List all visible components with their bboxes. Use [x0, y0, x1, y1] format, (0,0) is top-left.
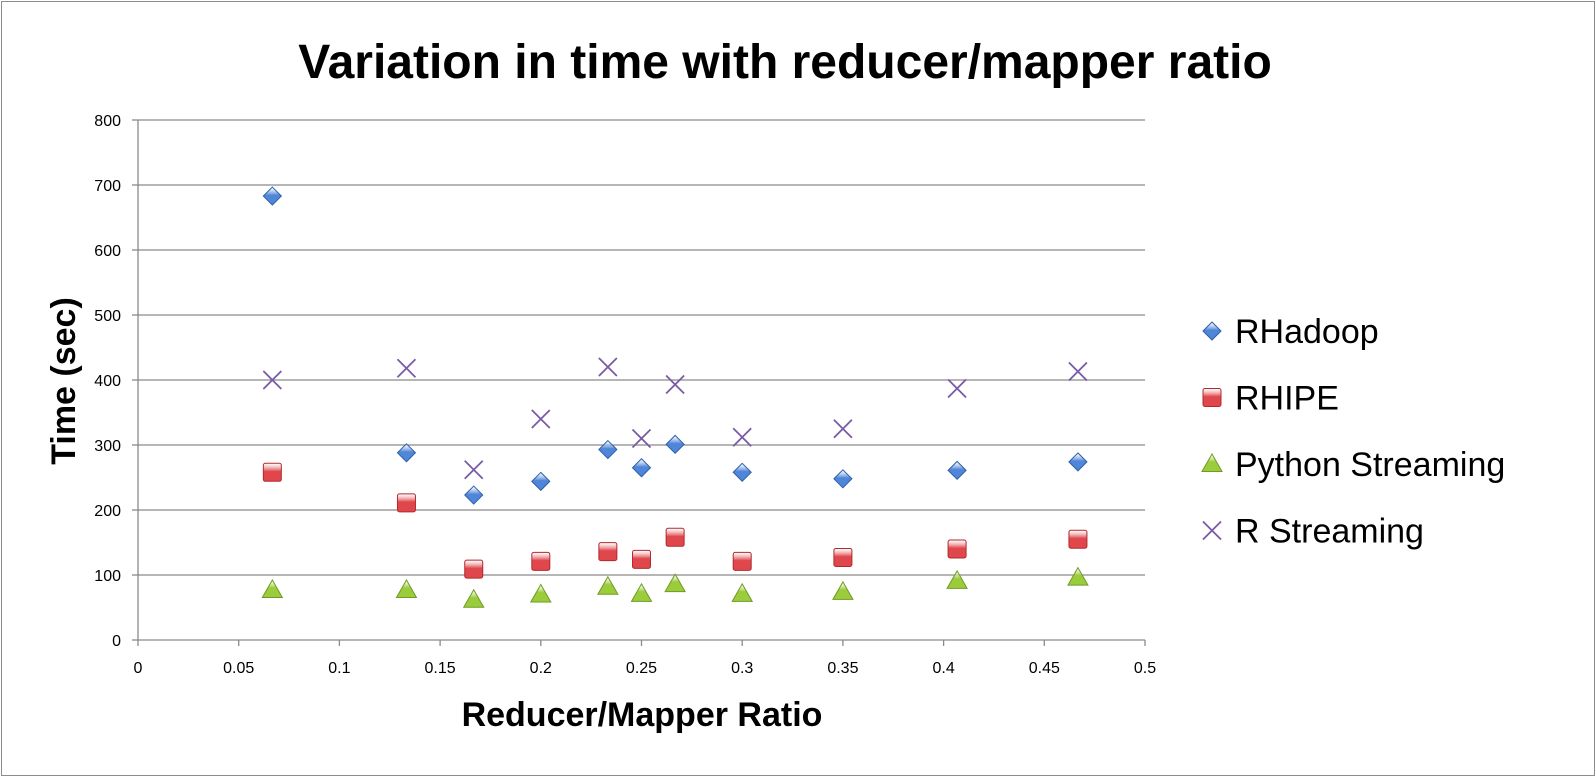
rhipe-point	[833, 547, 853, 567]
rhadoop-point	[464, 485, 484, 505]
r-streaming-point	[262, 370, 282, 390]
python-streaming-point	[261, 578, 284, 598]
rhadoop-point	[262, 186, 283, 206]
r-streaming-point	[833, 419, 853, 439]
rhadoop-point	[1068, 452, 1088, 472]
rhipe-point	[464, 559, 484, 579]
x-tick-label: 0.45	[1029, 660, 1060, 677]
y-tick-label: 0	[112, 633, 121, 650]
rhadoop-point	[833, 469, 853, 489]
rhadoop-point	[531, 471, 551, 492]
rhipe-point	[262, 462, 282, 482]
legend-label-rhipe: RHIPE	[1235, 380, 1339, 418]
legend: RHadoop RHIPE Python Streaming R Streaming	[1201, 313, 1505, 551]
x-tick-label: 0.25	[626, 660, 657, 677]
rhipe-point	[531, 551, 551, 571]
legend-label-rhadoop: RHadoop	[1235, 313, 1379, 351]
x-axis-ticks: 0 0.05 0.1 0.15 0.2 0.25 0.3 0.35 0.4 0.45 0.5	[134, 640, 1156, 677]
legend-marker-rhipe	[1202, 388, 1222, 407]
y-tick-label: 400	[94, 373, 121, 390]
x-tick-label: 0.2	[530, 660, 552, 677]
x-tick-label: 0.35	[827, 660, 858, 677]
r-streaming-point	[947, 378, 967, 399]
y-tick-label: 500	[94, 308, 121, 325]
r-streaming-point	[1068, 361, 1088, 382]
r-streaming-point	[396, 358, 417, 378]
rhipe-point	[396, 493, 416, 513]
python-streaming-point	[529, 583, 552, 603]
rhadoop-point	[598, 439, 618, 460]
y-tick-label: 200	[94, 503, 121, 520]
rhadoop-point	[631, 458, 652, 478]
python-streaming-point	[1067, 566, 1089, 586]
x-tick-label: 0.4	[932, 660, 954, 677]
r-streaming-point	[631, 428, 652, 449]
legend-label-python-streaming: Python Streaming	[1235, 446, 1505, 484]
rhipe-point	[947, 539, 967, 559]
x-tick-label: 0	[134, 660, 143, 677]
y-tick-label: 300	[94, 438, 121, 455]
rhipe-point	[665, 527, 685, 547]
rhipe-point	[598, 542, 618, 562]
legend-marker-r-streaming	[1202, 520, 1222, 541]
r-streaming-point	[665, 374, 685, 395]
x-tick-label: 0.15	[425, 660, 456, 677]
python-streaming-point	[731, 582, 754, 602]
r-streaming-point	[531, 409, 551, 429]
r-streaming-point	[732, 427, 752, 447]
y-tick-label: 100	[94, 568, 121, 585]
rhadoop-point	[732, 462, 752, 483]
rhipe-point	[632, 549, 651, 569]
rhadoop-point	[947, 460, 967, 481]
y-tick-label: 800	[94, 113, 121, 130]
python-streaming-point	[597, 575, 619, 595]
python-streaming-point	[664, 573, 686, 593]
x-axis-title: Reducer/Mapper Ratio	[462, 696, 823, 734]
data-points	[261, 186, 1089, 608]
x-tick-label: 0.1	[328, 660, 350, 677]
y-axis-title: Time (sec)	[45, 297, 83, 465]
rhadoop-point	[665, 434, 685, 455]
python-streaming-point	[462, 588, 485, 608]
gridlines	[138, 119, 1145, 576]
rhipe-point	[732, 551, 752, 571]
y-tick-label: 600	[94, 243, 121, 260]
python-streaming-point	[946, 569, 968, 589]
python-streaming-point	[395, 578, 418, 598]
legend-marker-rhadoop	[1202, 321, 1222, 341]
python-streaming-point	[832, 580, 854, 600]
legend-label-r-streaming: R Streaming	[1235, 513, 1424, 551]
python-streaming-point	[630, 582, 653, 602]
y-axis-ticks: 0 100 200 300 400 500 600 700 800	[94, 113, 138, 650]
legend-marker-python-streaming	[1201, 452, 1223, 472]
x-tick-label: 0.05	[223, 660, 254, 677]
r-streaming-point	[598, 357, 618, 377]
rhadoop-point	[396, 443, 417, 463]
x-tick-label: 0.5	[1134, 660, 1156, 677]
rhipe-point	[1068, 529, 1088, 549]
x-tick-label: 0.3	[731, 660, 753, 677]
y-tick-label: 700	[94, 178, 121, 195]
r-streaming-point	[464, 460, 484, 480]
chart-title: Variation in time with reducer/mapper ra…	[298, 36, 1272, 89]
